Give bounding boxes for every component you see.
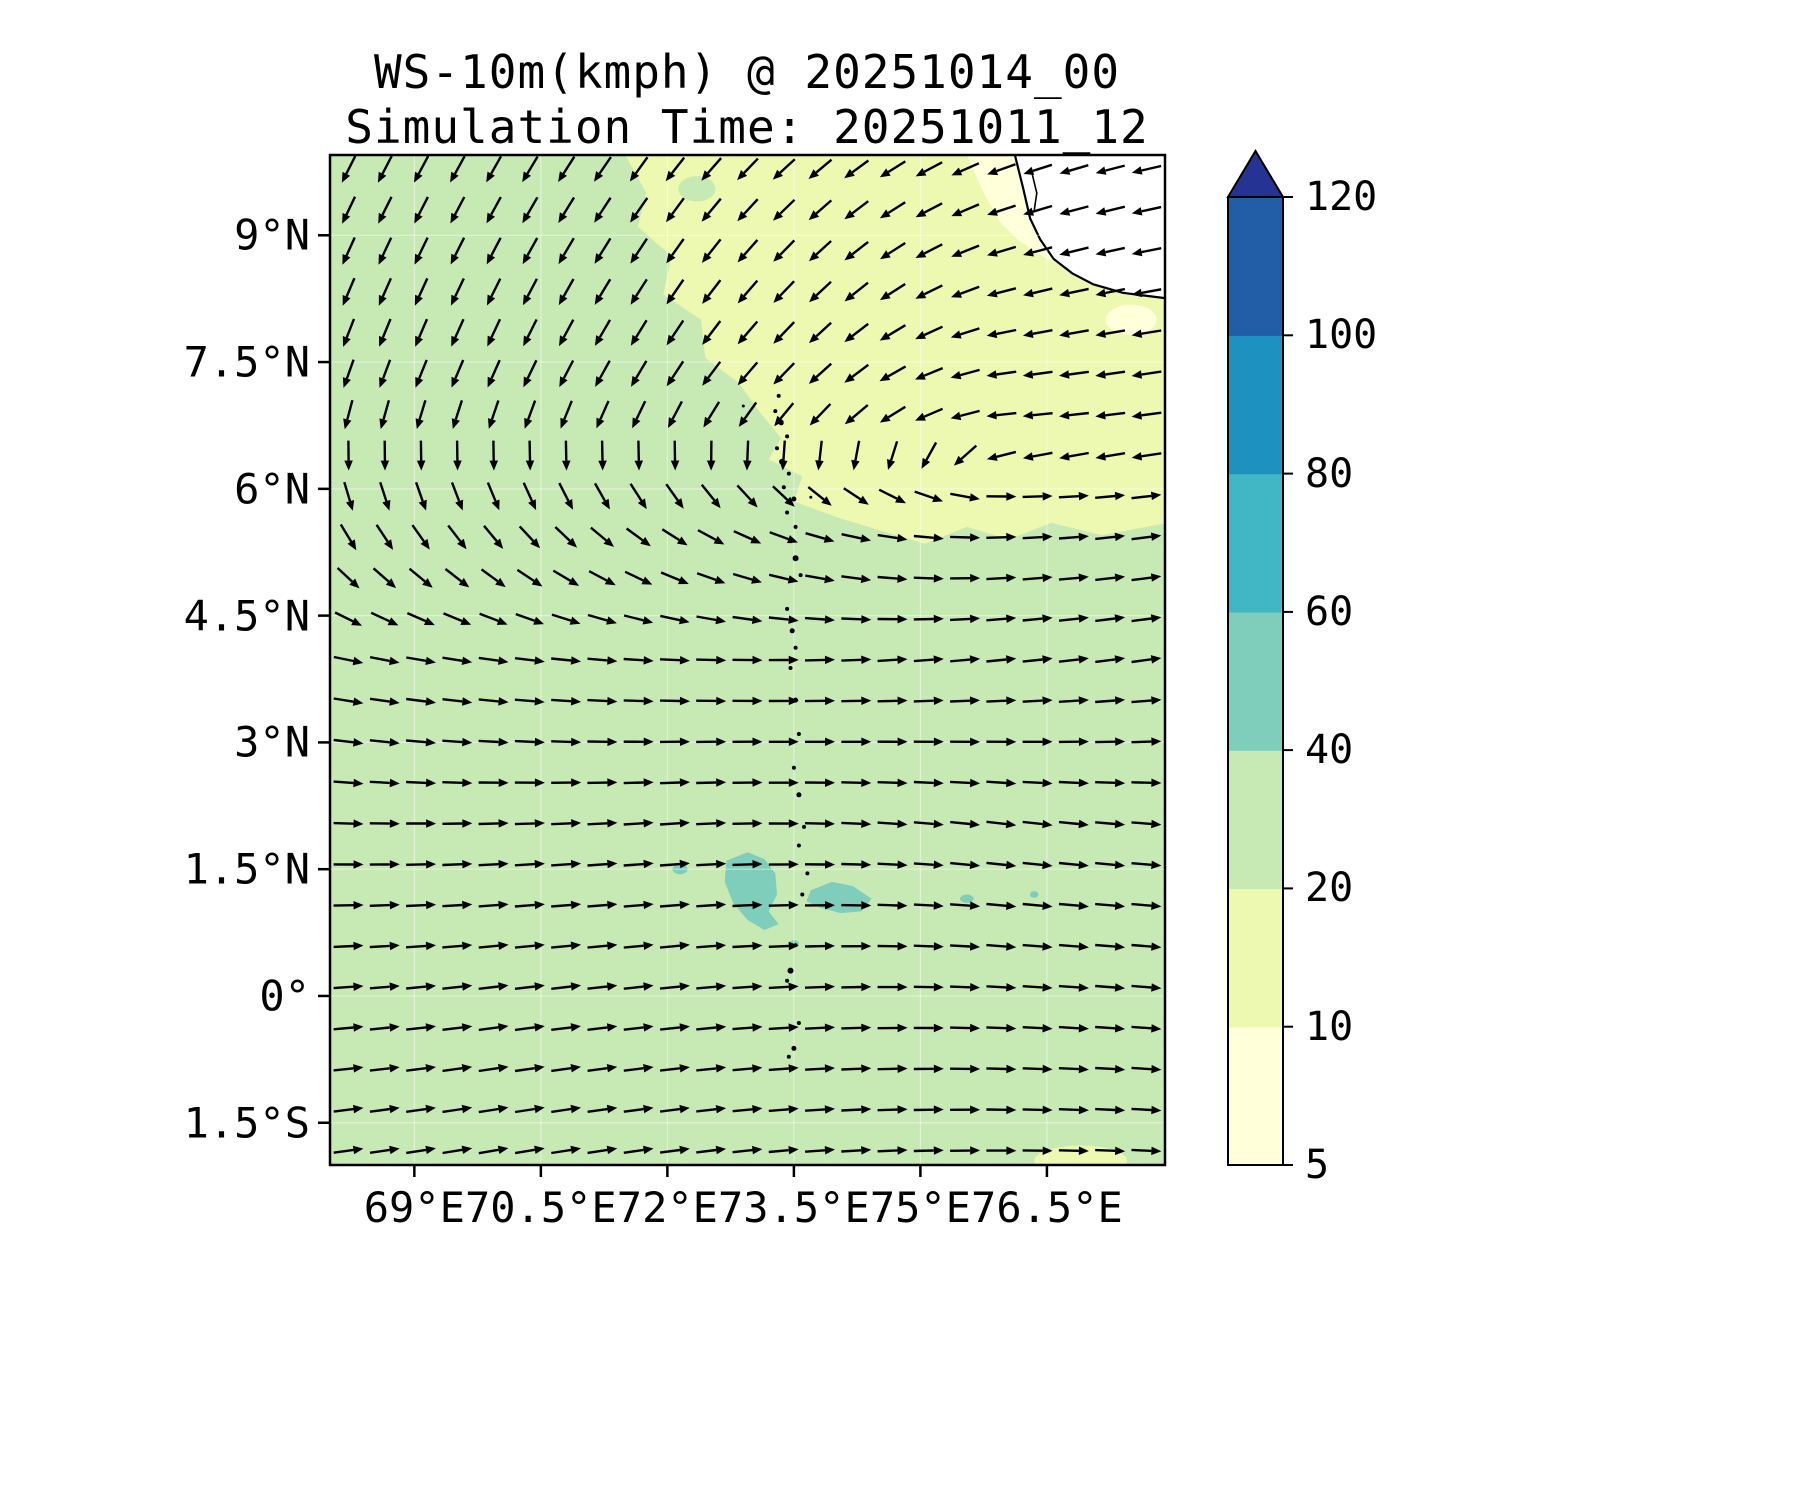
y-tick-label: 7.5°N bbox=[183, 337, 310, 387]
colorbar-tick-label: 80 bbox=[1305, 450, 1354, 497]
x-tick-label: 75°E bbox=[869, 1183, 971, 1232]
colorbar-tick-label: 120 bbox=[1305, 174, 1378, 220]
colorbar-tick-label: 5 bbox=[1305, 1142, 1330, 1188]
x-tick-label: 70.5°E bbox=[464, 1183, 617, 1232]
y-tick-label: 4.5°N bbox=[183, 591, 310, 641]
y-tick-label: 0° bbox=[259, 971, 310, 1021]
colorbar-tick-label: 20 bbox=[1305, 865, 1354, 912]
x-tick-label: 76.5°E bbox=[971, 1183, 1123, 1232]
y-tick-label: 3°N bbox=[234, 717, 310, 767]
colorbar-tick-label: 100 bbox=[1305, 312, 1378, 359]
x-tick-label: 73.5°E bbox=[718, 1183, 870, 1232]
x-tick-label: 72°E bbox=[616, 1183, 718, 1232]
colorbar-tick-label: 40 bbox=[1305, 727, 1354, 774]
x-tick-label: 69°E bbox=[363, 1183, 465, 1232]
y-tick-label: 6°N bbox=[234, 464, 310, 514]
y-tick-label: 9°N bbox=[234, 210, 310, 260]
colorbar-tick-label: 10 bbox=[1305, 1003, 1354, 1050]
colorbar-tick-label: 60 bbox=[1305, 588, 1354, 635]
chart-title: WS-10m(kmph) @ 20251014_00 bbox=[373, 45, 1121, 99]
chart-subtitle: Simulation Time: 20251011_12 bbox=[345, 100, 1149, 154]
y-tick-label: 1.5°N bbox=[183, 844, 310, 894]
y-tick-label: 1.5°S bbox=[183, 1098, 310, 1148]
